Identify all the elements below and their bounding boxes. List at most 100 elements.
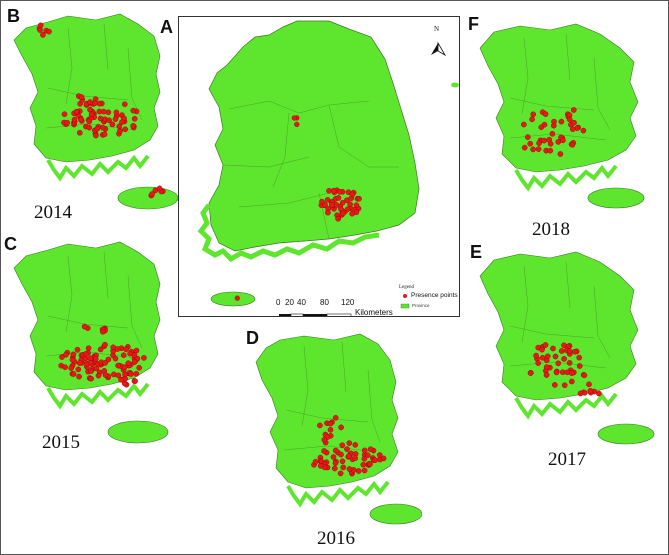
presence-points xyxy=(527,342,602,397)
presence-point xyxy=(336,188,343,195)
presence-point xyxy=(569,370,575,376)
presence-point xyxy=(367,461,373,467)
presence-point xyxy=(561,382,568,388)
presence-point xyxy=(123,346,129,353)
presence-point xyxy=(85,345,92,351)
presence-point xyxy=(328,202,335,208)
province-outline xyxy=(479,251,639,401)
presence-point xyxy=(87,355,94,361)
presence-points xyxy=(234,115,362,301)
presence-point xyxy=(560,137,566,144)
presence-point xyxy=(340,210,346,217)
scale-tick-80: 80 xyxy=(320,298,329,307)
presence-points xyxy=(311,415,387,477)
scale-tick-40: 40 xyxy=(297,298,306,307)
presence-point xyxy=(344,206,351,212)
presence-point xyxy=(360,461,367,468)
presence-point xyxy=(97,346,104,353)
presence-point xyxy=(70,351,77,358)
presence-point xyxy=(326,187,332,194)
presence-point xyxy=(574,125,580,131)
presence-point xyxy=(115,372,122,379)
presence-point xyxy=(535,360,541,366)
presence-point xyxy=(339,442,346,448)
presence-point xyxy=(572,348,578,355)
presence-point xyxy=(380,455,387,462)
presence-point xyxy=(156,185,163,192)
presence-point xyxy=(95,372,102,379)
presence-point xyxy=(76,360,83,366)
presence-point xyxy=(114,346,121,352)
presence-point xyxy=(376,452,383,458)
presence-point xyxy=(352,455,358,461)
presence-point xyxy=(81,323,88,330)
scale-unit: Kilometers xyxy=(355,308,393,317)
presence-point xyxy=(327,427,334,433)
presence-point xyxy=(346,453,352,459)
year-label-2014: 2014 xyxy=(34,202,72,223)
map-2015 xyxy=(13,241,169,444)
presence-point xyxy=(372,457,378,463)
presence-point xyxy=(361,467,368,474)
north-arrow-icon xyxy=(431,41,447,57)
presence-point xyxy=(37,22,44,29)
presence-point xyxy=(69,357,76,363)
panel-label-f: F xyxy=(468,14,479,34)
presence-point xyxy=(294,121,300,128)
presence-point xyxy=(46,28,52,35)
presence-point xyxy=(332,447,339,454)
presence-point xyxy=(131,116,138,122)
presence-point xyxy=(527,140,534,147)
presence-point xyxy=(321,436,328,443)
panel-label-d: D xyxy=(246,328,259,348)
panel-label-e: E xyxy=(470,242,483,262)
province-outline xyxy=(13,13,161,163)
presence-point xyxy=(68,365,75,371)
jeju-island xyxy=(107,420,169,444)
jeju-island xyxy=(117,186,179,210)
presence-point xyxy=(76,373,82,380)
presence-point xyxy=(587,387,594,394)
presence-point xyxy=(552,382,558,388)
scale-bar xyxy=(279,313,352,316)
presence-point xyxy=(550,345,556,352)
presence-point xyxy=(88,111,95,118)
presence-point xyxy=(569,126,576,132)
presence-point xyxy=(61,111,68,117)
legend-province-symbol xyxy=(400,303,410,309)
legend-presence-symbol xyxy=(403,294,407,298)
presence-point xyxy=(312,458,319,465)
presence-point xyxy=(133,347,140,354)
north-label: N xyxy=(434,25,440,33)
presence-point xyxy=(88,368,94,374)
presence-point xyxy=(63,351,69,358)
presence-point xyxy=(112,355,119,362)
map-2017 xyxy=(479,251,655,445)
panel-label-c: C xyxy=(4,234,17,254)
presence-point xyxy=(571,107,577,113)
presence-point xyxy=(130,123,136,129)
presence-points xyxy=(58,323,147,388)
presence-point xyxy=(125,360,132,366)
presence-point xyxy=(340,464,347,471)
presence-point xyxy=(544,353,551,360)
presence-point xyxy=(353,202,360,208)
year-label-2018: 2018 xyxy=(532,219,570,240)
presence-point xyxy=(74,346,81,353)
presence-point xyxy=(130,107,137,114)
presence-point xyxy=(113,109,120,116)
year-label-2015: 2015 xyxy=(42,432,80,453)
presence-point xyxy=(96,100,103,107)
presence-point xyxy=(521,144,528,151)
presence-point xyxy=(122,101,128,107)
presence-point xyxy=(93,365,100,372)
presence-point xyxy=(569,378,575,385)
presence-point xyxy=(553,369,560,376)
presence-point xyxy=(356,195,362,202)
presence-point xyxy=(75,366,82,373)
presence-point xyxy=(352,442,359,448)
presence-point xyxy=(335,195,342,201)
jeju-island xyxy=(210,291,256,307)
panel-label-a: A xyxy=(160,17,173,37)
presence-point xyxy=(361,447,368,454)
